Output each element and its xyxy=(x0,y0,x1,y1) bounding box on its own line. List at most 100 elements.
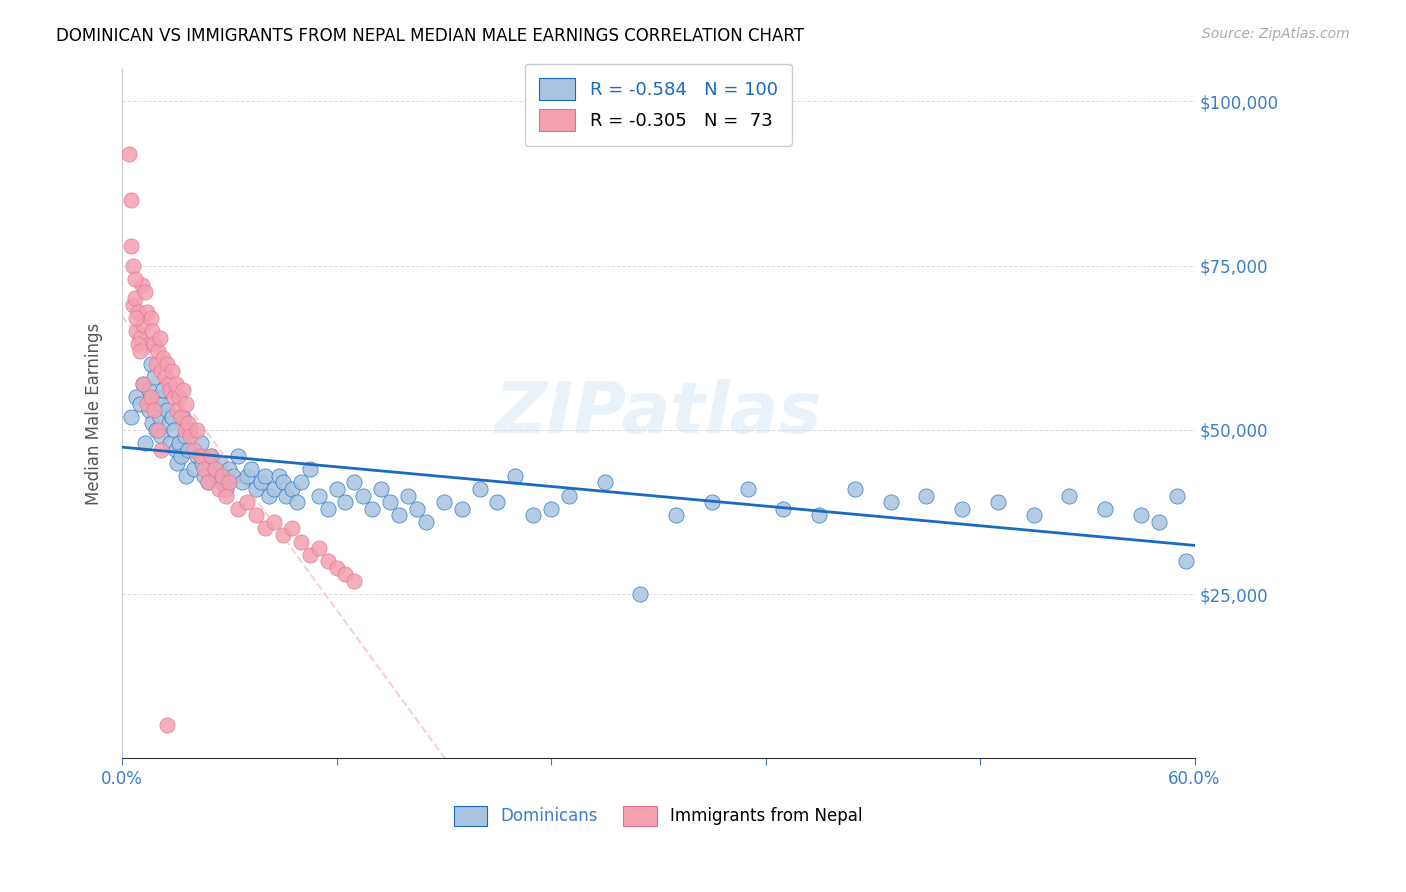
Point xyxy=(143,403,166,417)
Point xyxy=(120,239,142,253)
Point xyxy=(987,495,1010,509)
Point xyxy=(298,548,321,562)
Point xyxy=(176,396,198,410)
Point xyxy=(156,357,179,371)
Point xyxy=(170,409,193,424)
Text: DOMINICAN VS IMMIGRANTS FROM NEPAL MEDIAN MALE EARNINGS CORRELATION CHART: DOMINICAN VS IMMIGRANTS FROM NEPAL MEDIA… xyxy=(56,27,804,45)
Point xyxy=(1174,554,1197,568)
Point xyxy=(125,324,148,338)
Point xyxy=(218,475,240,490)
Point xyxy=(143,370,166,384)
Point xyxy=(166,456,188,470)
Point xyxy=(176,468,198,483)
Point xyxy=(125,390,148,404)
Point xyxy=(593,475,616,490)
Point xyxy=(197,475,219,490)
Point xyxy=(558,489,581,503)
Point xyxy=(146,344,169,359)
Point xyxy=(139,357,162,371)
Point xyxy=(134,436,156,450)
Point xyxy=(170,449,193,463)
Point xyxy=(120,409,142,424)
Point xyxy=(177,442,200,457)
Point xyxy=(211,468,233,483)
Point xyxy=(177,417,200,431)
Point xyxy=(200,449,222,463)
Point xyxy=(254,468,277,483)
Point xyxy=(129,331,152,345)
Point xyxy=(146,390,169,404)
Point xyxy=(236,495,259,509)
Point xyxy=(131,278,153,293)
Point xyxy=(215,489,238,503)
Point xyxy=(879,495,901,509)
Point xyxy=(298,462,321,476)
Point xyxy=(245,508,267,523)
Point xyxy=(179,423,201,437)
Point xyxy=(236,468,259,483)
Point xyxy=(250,475,273,490)
Point xyxy=(254,521,277,535)
Point xyxy=(127,337,149,351)
Point xyxy=(153,370,176,384)
Point xyxy=(325,482,347,496)
Point xyxy=(486,495,509,509)
Point xyxy=(149,409,172,424)
Point xyxy=(136,396,159,410)
Point xyxy=(276,489,298,503)
Point xyxy=(138,337,160,351)
Point xyxy=(308,489,330,503)
Point xyxy=(316,501,339,516)
Point xyxy=(209,456,232,470)
Text: ZIPatlas: ZIPatlas xyxy=(495,379,823,448)
Point xyxy=(245,482,267,496)
Point xyxy=(271,475,294,490)
Point xyxy=(269,468,291,483)
Point xyxy=(335,495,357,509)
Point xyxy=(183,442,205,457)
Point xyxy=(1129,508,1152,523)
Point xyxy=(139,311,162,326)
Point xyxy=(124,271,146,285)
Point xyxy=(197,475,219,490)
Point xyxy=(628,587,651,601)
Point xyxy=(1022,508,1045,523)
Point xyxy=(149,331,172,345)
Point xyxy=(343,574,366,588)
Point xyxy=(218,462,240,476)
Point xyxy=(160,409,183,424)
Point xyxy=(152,351,174,365)
Point xyxy=(167,436,190,450)
Point xyxy=(159,436,181,450)
Point xyxy=(173,423,195,437)
Point xyxy=(388,508,411,523)
Point xyxy=(191,456,214,470)
Point xyxy=(380,495,402,509)
Point xyxy=(183,462,205,476)
Point xyxy=(193,468,215,483)
Point xyxy=(127,304,149,318)
Point xyxy=(150,429,173,443)
Point xyxy=(145,357,167,371)
Point xyxy=(190,449,212,463)
Point xyxy=(503,468,526,483)
Point xyxy=(231,475,253,490)
Point xyxy=(263,482,285,496)
Point xyxy=(172,409,194,424)
Point xyxy=(665,508,688,523)
Point xyxy=(166,403,188,417)
Point xyxy=(159,384,181,398)
Point xyxy=(136,304,159,318)
Point xyxy=(257,489,280,503)
Point xyxy=(343,475,366,490)
Point xyxy=(281,482,304,496)
Point xyxy=(121,298,143,312)
Point xyxy=(172,384,194,398)
Point xyxy=(152,384,174,398)
Point xyxy=(150,442,173,457)
Point xyxy=(145,423,167,437)
Point xyxy=(186,449,208,463)
Point xyxy=(211,475,233,490)
Point xyxy=(915,489,938,503)
Point xyxy=(950,501,973,516)
